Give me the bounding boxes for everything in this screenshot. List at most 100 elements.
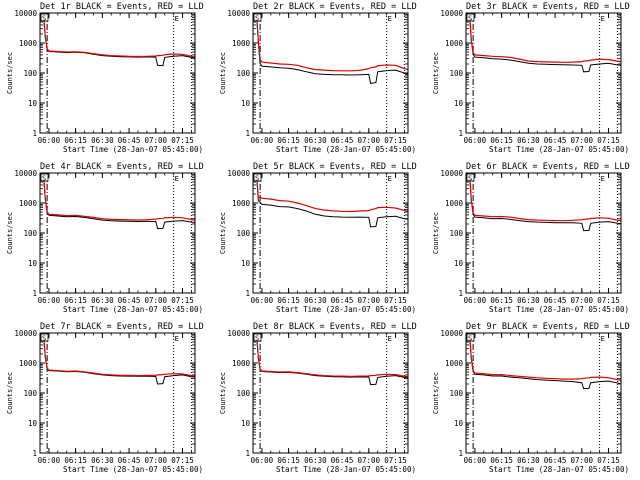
y-axis-label: Counts/sec	[219, 372, 227, 414]
x-tick-label: 06:45	[331, 136, 354, 145]
start-marker-box	[466, 333, 475, 342]
series-group	[40, 13, 195, 67]
y-tick-label: 10	[241, 259, 251, 268]
x-tick-label: 06:00	[464, 296, 487, 305]
start-marker-box	[253, 173, 262, 182]
start-marker-label: S	[42, 335, 46, 343]
y-tick-label: 100	[236, 229, 250, 238]
plot-frame	[252, 12, 409, 134]
y-tick-label: 100	[23, 229, 37, 238]
x-axis-label: Start Time (28-Jan-07 05:45:00)	[489, 305, 629, 314]
series-line-events	[466, 173, 621, 232]
x-tick-label: 06:30	[91, 136, 114, 145]
x-tick-label: 07:15	[384, 296, 407, 305]
series-line-lld	[253, 13, 408, 72]
y-tick-label: 10000	[440, 329, 463, 338]
y-axis-label: Counts/sec	[219, 212, 227, 254]
x-tick-label: 06:30	[517, 456, 540, 465]
x-tick-label: 06:30	[91, 296, 114, 305]
y-tick-label: 10000	[14, 329, 37, 338]
plot-frame	[39, 332, 196, 454]
series-line-events	[466, 13, 621, 73]
x-axis-label: Start Time (28-Jan-07 05:45:00)	[489, 145, 629, 154]
series-line-lld	[253, 333, 408, 378]
x-tick-label: 06:15	[277, 296, 300, 305]
end-marker-label: E	[601, 15, 605, 23]
y-axis-label: Counts/sec	[6, 372, 14, 414]
x-tick-label: 07:00	[145, 456, 168, 465]
y-tick-label: 10000	[440, 169, 463, 178]
start-marker-label: S	[468, 335, 472, 343]
x-axis-label: Start Time (28-Jan-07 05:45:00)	[276, 305, 416, 314]
x-tick-label: 06:15	[64, 456, 87, 465]
x-tick-label: 06:45	[118, 296, 141, 305]
plot-frame	[465, 332, 622, 454]
plot-frame	[39, 172, 196, 294]
y-axis-label: Counts/sec	[432, 52, 440, 94]
end-marker-label: E	[388, 175, 392, 183]
y-tick-label: 10	[454, 419, 464, 428]
y-tick-label: 1000	[19, 359, 38, 368]
x-tick-label: 07:15	[171, 296, 194, 305]
y-tick-label: 1000	[19, 39, 38, 48]
x-tick-label: 06:15	[277, 456, 300, 465]
x-tick-label: 06:15	[490, 456, 513, 465]
x-tick-label: 06:00	[251, 136, 274, 145]
series-group	[466, 13, 621, 73]
x-tick-label: 06:00	[464, 456, 487, 465]
series-line-events	[253, 173, 408, 228]
x-tick-label: 07:00	[571, 456, 594, 465]
panel-5: Det 5r BLACK = Events, RED = LLD 1 10 100 10…	[219, 162, 417, 314]
y-tick-label: 10	[454, 99, 464, 108]
x-tick-label: 06:30	[91, 456, 114, 465]
y-tick-label: 10000	[227, 329, 250, 338]
panel-title: Det 9r BLACK = Events, RED = LLD	[466, 322, 630, 332]
x-tick-label: 06:15	[64, 136, 87, 145]
y-tick-label: 1000	[445, 199, 464, 208]
x-tick-label: 06:45	[118, 456, 141, 465]
x-tick-label: 07:00	[358, 136, 381, 145]
series-group	[40, 333, 195, 385]
y-tick-label: 1000	[232, 39, 251, 48]
y-tick-label: 1	[32, 449, 37, 458]
x-tick-label: 06:00	[251, 296, 274, 305]
panel-7: Det 7r BLACK = Events, RED = LLD 1 10 100 10…	[6, 322, 204, 474]
y-tick-label: 1000	[19, 199, 38, 208]
series-group	[253, 333, 408, 386]
plot-frame	[465, 172, 622, 294]
y-tick-label: 1000	[445, 39, 464, 48]
panel-4: Det 4r BLACK = Events, RED = LLD 1 10 100 10…	[6, 162, 204, 314]
panel-6: Det 6r BLACK = Events, RED = LLD 1 10 100 10…	[432, 162, 630, 314]
series-line-events	[253, 333, 408, 386]
x-tick-label: 06:00	[38, 456, 61, 465]
series-line-lld	[40, 333, 195, 377]
x-tick-label: 07:15	[597, 296, 620, 305]
x-tick-label: 06:30	[304, 296, 327, 305]
series-group	[466, 333, 621, 390]
y-tick-label: 10000	[227, 169, 250, 178]
y-tick-label: 10000	[14, 169, 37, 178]
end-marker-label: E	[601, 175, 605, 183]
start-marker-box	[253, 13, 262, 22]
y-tick-label: 10	[241, 99, 251, 108]
y-tick-label: 100	[23, 69, 37, 78]
y-tick-label: 10000	[14, 9, 37, 18]
x-tick-label: 06:00	[38, 136, 61, 145]
y-tick-label: 1	[32, 289, 37, 298]
end-marker-label: E	[175, 15, 179, 23]
x-tick-label: 07:00	[358, 296, 381, 305]
x-tick-label: 07:15	[171, 456, 194, 465]
x-tick-label: 06:15	[64, 296, 87, 305]
end-marker-label: E	[388, 15, 392, 23]
start-marker-box	[40, 13, 49, 22]
series-group	[40, 173, 195, 230]
plot-frame	[39, 12, 196, 134]
x-axis-label: Start Time (28-Jan-07 05:45:00)	[276, 145, 416, 154]
start-marker-label: S	[468, 15, 472, 23]
series-line-events	[40, 333, 195, 385]
y-tick-label: 10000	[440, 9, 463, 18]
x-tick-label: 06:15	[490, 136, 513, 145]
series-line-lld	[40, 173, 195, 221]
panel-title: Det 7r BLACK = Events, RED = LLD	[40, 322, 204, 332]
plot-frame	[465, 12, 622, 134]
